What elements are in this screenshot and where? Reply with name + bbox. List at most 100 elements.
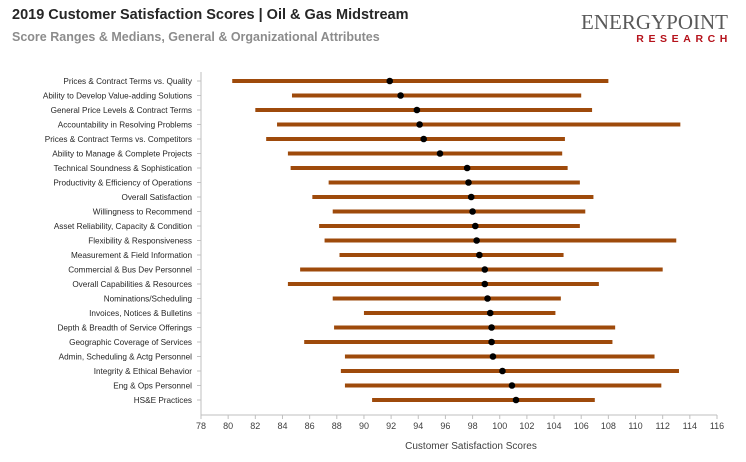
range-bar xyxy=(332,296,561,301)
axis-layer xyxy=(197,72,718,419)
category-label: Prices & Contract Terms vs. Competitors xyxy=(45,135,192,144)
range-bar xyxy=(334,325,616,330)
x-tick-label: 102 xyxy=(519,421,534,431)
category-label: Eng & Ops Personnel xyxy=(113,382,192,391)
x-tick-label: 104 xyxy=(547,421,562,431)
median-dots xyxy=(386,77,520,404)
category-label: Ability to Manage & Complete Projects xyxy=(52,150,192,159)
range-bar xyxy=(300,267,663,272)
logo-wordmark: ENERGYPOINT xyxy=(581,10,728,34)
median-dot xyxy=(386,77,394,85)
category-label: Prices & Contract Terms vs. Quality xyxy=(63,77,193,86)
category-label: Commercial & Bus Dev Personnel xyxy=(68,266,192,275)
category-label: Accountability in Resolving Problems xyxy=(58,121,192,130)
range-bar xyxy=(266,137,565,141)
median-dot xyxy=(467,193,475,201)
category-label: Overall Capabilities & Resources xyxy=(72,280,192,289)
median-dot xyxy=(476,251,483,259)
range-bar xyxy=(319,224,580,228)
x-tick-label: 106 xyxy=(574,421,589,431)
x-tick-label: 98 xyxy=(468,421,478,431)
range-bars xyxy=(232,79,681,402)
range-bar xyxy=(372,398,595,402)
category-label: Admin, Scheduling & Actg Personnel xyxy=(59,353,193,362)
x-tick-label: 96 xyxy=(440,421,450,431)
range-bar xyxy=(312,195,594,199)
range-bar xyxy=(304,340,613,344)
range-bar xyxy=(328,180,580,185)
x-tick-label: 80 xyxy=(223,421,233,431)
category-label: Technical Soundness & Sophistication xyxy=(54,164,193,173)
category-label: General Price Levels & Contract Terms xyxy=(51,106,192,115)
range-bar xyxy=(363,311,556,315)
median-dot xyxy=(481,266,489,273)
range-bar xyxy=(291,93,582,98)
median-dot xyxy=(471,222,479,230)
median-dot xyxy=(397,92,404,99)
range-bar xyxy=(339,253,564,257)
category-label: Overall Satisfaction xyxy=(121,193,192,202)
energypoint-logo: ENERGYPOINT RESEARCH xyxy=(581,11,728,46)
median-dot xyxy=(465,179,472,186)
x-tick-label: 112 xyxy=(656,421,670,431)
chart-subtitle: Score Ranges & Medians, General & Organi… xyxy=(12,30,380,44)
x-tick-label: 82 xyxy=(250,421,260,431)
median-dot xyxy=(512,396,520,404)
median-dot xyxy=(488,338,495,346)
category-label: Invoices, Notices & Bulletins xyxy=(89,309,192,318)
median-dot xyxy=(413,106,421,114)
x-tick-label: 84 xyxy=(277,421,287,431)
range-bar xyxy=(287,282,599,286)
median-dot xyxy=(436,150,444,157)
median-dot xyxy=(499,367,506,375)
median-dot xyxy=(508,382,516,389)
range-bar xyxy=(344,354,655,359)
x-tick-label: 90 xyxy=(359,421,369,431)
x-tick-label: 116 xyxy=(710,421,724,431)
category-label: Productivity & Efficiency of Operations xyxy=(53,179,192,188)
median-dot xyxy=(486,309,494,317)
range-bar xyxy=(255,108,593,112)
x-tick-label: 114 xyxy=(683,421,697,431)
median-dot xyxy=(420,135,427,143)
median-dot xyxy=(484,295,491,302)
category-label: Nominations/Scheduling xyxy=(104,295,193,304)
median-dot xyxy=(481,280,489,288)
category-label: Integrity & Ethical Behavior xyxy=(94,367,193,376)
category-label: Flexibility & Responsiveness xyxy=(88,237,192,246)
median-dot xyxy=(416,121,423,128)
category-label: Measurement & Field Information xyxy=(71,251,192,260)
x-tick-label: 86 xyxy=(305,421,315,431)
x-tick-label: 94 xyxy=(413,421,423,431)
x-tick-label: 92 xyxy=(386,421,396,431)
logo-tagline: RESEARCH xyxy=(636,33,732,45)
category-label: Willingness to Recommend xyxy=(93,208,193,217)
range-bar xyxy=(287,151,563,156)
range-bar xyxy=(232,79,609,83)
x-tick-label: 110 xyxy=(628,421,642,431)
x-tick-label: 88 xyxy=(332,421,342,431)
x-tick-label: 108 xyxy=(601,421,616,431)
category-labels: Prices & Contract Terms vs. Quality Abili… xyxy=(43,77,193,405)
range-bar xyxy=(340,369,679,373)
x-tick-label: 78 xyxy=(196,421,206,431)
range-bar xyxy=(332,209,586,214)
x-tick-labels: 78 80 82 84 86 88 90 92 94 96 98 100 102 104 106 108 110… xyxy=(196,421,724,431)
category-label: HS&E Practices xyxy=(134,396,192,405)
range-bar xyxy=(324,238,677,243)
median-dot xyxy=(488,324,495,331)
median-dot xyxy=(469,208,476,215)
median-dot xyxy=(463,164,471,172)
x-tick-label: 100 xyxy=(492,421,507,431)
median-dot xyxy=(473,237,480,244)
category-label: Ability to Develop Value-adding Solution… xyxy=(43,92,192,101)
range-bar xyxy=(344,383,662,388)
range-bar xyxy=(277,122,681,127)
chart-title: 2019 Customer Satisfaction Scores | Oil … xyxy=(12,7,409,23)
category-label: Depth & Breadth of Service Offerings xyxy=(57,324,192,333)
x-axis-label: Customer Satisfaction Scores xyxy=(405,441,537,452)
range-bar xyxy=(290,166,568,170)
median-dot xyxy=(489,353,497,360)
category-label: Geographic Coverage of Services xyxy=(69,338,192,347)
